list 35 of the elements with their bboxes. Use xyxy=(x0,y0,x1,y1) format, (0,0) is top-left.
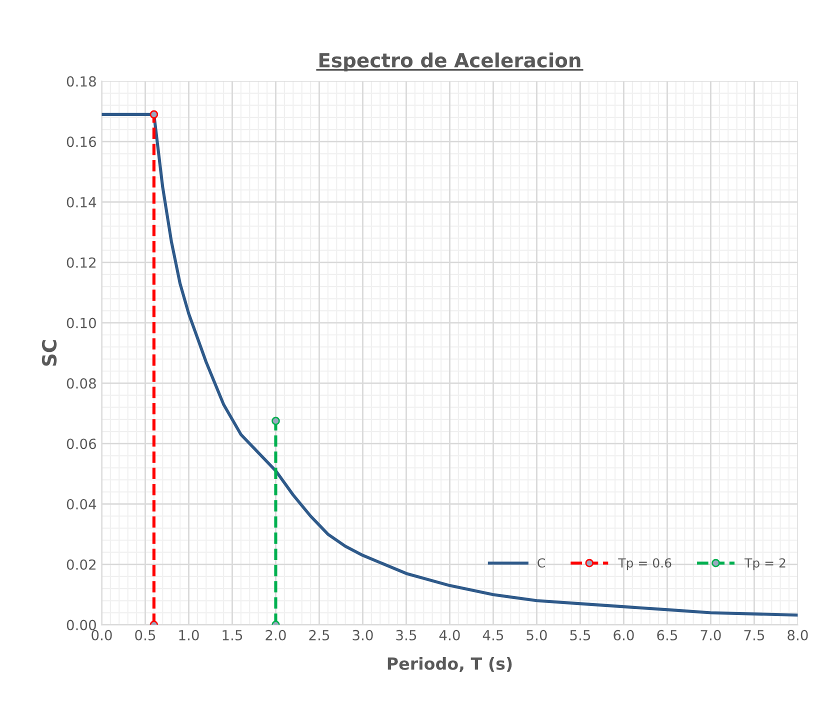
point xyxy=(150,110,158,119)
x-tick-label: 6.5 xyxy=(657,630,678,640)
x-tick-label: 4.5 xyxy=(482,630,504,640)
chart-title: Espectro de Aceleracion xyxy=(319,52,580,72)
x-tick-label: 2.5 xyxy=(309,630,330,640)
x-tick-label: 4.0 xyxy=(439,630,460,640)
y-tick-label: 0.10 xyxy=(66,318,96,328)
y-tick-label: 0.02 xyxy=(66,559,96,570)
x-tick-label: 8.0 xyxy=(788,630,808,640)
legend-label: Tp = 2 xyxy=(744,558,786,570)
y-tick-label: 0.06 xyxy=(66,438,96,450)
y-tick-label: 0.08 xyxy=(66,378,96,389)
x-tick-label: 1.0 xyxy=(179,630,199,640)
x-tick-label: 3.0 xyxy=(352,630,373,640)
y-tick-label: 0.14 xyxy=(66,196,96,208)
y-tick-label: 0.18 xyxy=(66,76,96,87)
legend-label: C xyxy=(538,558,545,568)
y-axis-title: SC xyxy=(42,340,57,366)
y-tick-label: 0.12 xyxy=(66,257,96,268)
x-tick-label: 7.5 xyxy=(744,630,764,640)
x-tick-label: 0.5 xyxy=(135,630,156,640)
legend-label: Tp = 0.6 xyxy=(618,558,672,570)
x-tick-label: 6.0 xyxy=(614,630,634,640)
y-tick-label: 0.04 xyxy=(66,498,96,510)
x-tick-label: 7.0 xyxy=(700,630,721,640)
y-tick-label: 0.16 xyxy=(66,136,96,148)
x-tick-label: 0.0 xyxy=(92,630,112,640)
x-tick-label: 1.5 xyxy=(222,630,242,640)
x-tick-label: 2.0 xyxy=(266,630,286,640)
x-tick-label: 3.5 xyxy=(396,630,416,640)
y-tick-label: 0.00 xyxy=(66,620,96,630)
point xyxy=(272,416,280,426)
x-tick-label: 5.0 xyxy=(526,630,547,640)
x-tick-label: 5.5 xyxy=(570,630,590,640)
x-axis-title: Periodo, T (s) xyxy=(388,657,512,672)
